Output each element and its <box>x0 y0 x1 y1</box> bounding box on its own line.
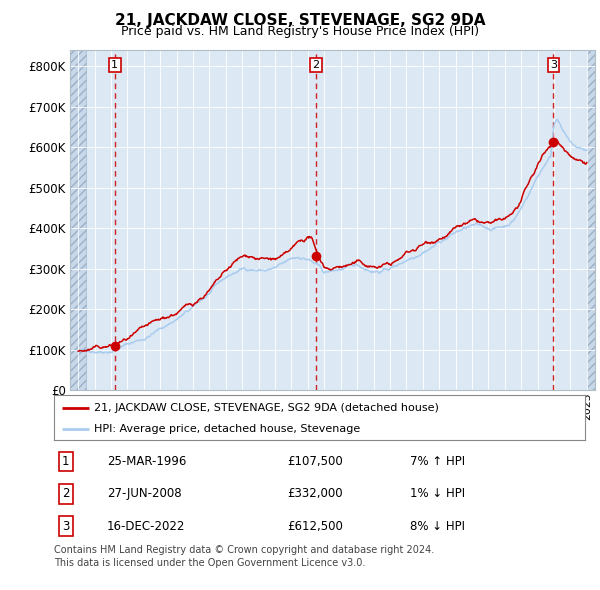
Text: 1: 1 <box>62 455 70 468</box>
Text: 21, JACKDAW CLOSE, STEVENAGE, SG2 9DA (detached house): 21, JACKDAW CLOSE, STEVENAGE, SG2 9DA (d… <box>94 403 439 412</box>
Text: 2: 2 <box>313 60 319 70</box>
Text: 25-MAR-1996: 25-MAR-1996 <box>107 455 187 468</box>
Text: 3: 3 <box>550 60 557 70</box>
Text: 1: 1 <box>111 60 118 70</box>
Text: 2: 2 <box>62 487 70 500</box>
Text: 7% ↑ HPI: 7% ↑ HPI <box>410 455 465 468</box>
Text: Contains HM Land Registry data © Crown copyright and database right 2024.
This d: Contains HM Land Registry data © Crown c… <box>54 545 434 568</box>
Text: 3: 3 <box>62 520 70 533</box>
Text: 27-JUN-2008: 27-JUN-2008 <box>107 487 182 500</box>
Text: £612,500: £612,500 <box>287 520 344 533</box>
Text: Price paid vs. HM Land Registry's House Price Index (HPI): Price paid vs. HM Land Registry's House … <box>121 25 479 38</box>
Text: £332,000: £332,000 <box>287 487 343 500</box>
Text: 21, JACKDAW CLOSE, STEVENAGE, SG2 9DA: 21, JACKDAW CLOSE, STEVENAGE, SG2 9DA <box>115 13 485 28</box>
Text: HPI: Average price, detached house, Stevenage: HPI: Average price, detached house, Stev… <box>94 424 360 434</box>
Text: £107,500: £107,500 <box>287 455 343 468</box>
Text: 16-DEC-2022: 16-DEC-2022 <box>107 520 185 533</box>
Text: 8% ↓ HPI: 8% ↓ HPI <box>410 520 465 533</box>
Text: 1% ↓ HPI: 1% ↓ HPI <box>410 487 465 500</box>
